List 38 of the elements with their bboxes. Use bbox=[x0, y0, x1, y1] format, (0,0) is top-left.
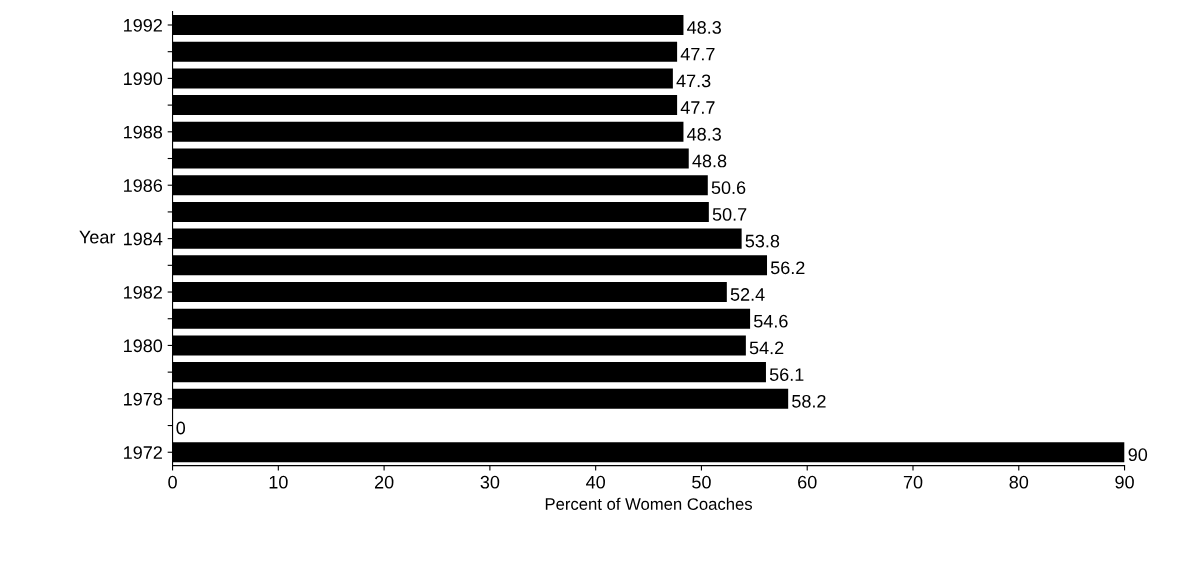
y-tick-label: 1988 bbox=[124, 125, 163, 139]
y-tick-label: 1990 bbox=[124, 72, 163, 86]
x-tick-label: 50 bbox=[692, 475, 711, 489]
x-tick-label: 0 bbox=[168, 475, 177, 489]
x-axis-title: Percent of Women Coaches bbox=[545, 497, 753, 510]
data-label: 54.2 bbox=[749, 341, 784, 355]
data-label: 48.3 bbox=[687, 21, 721, 34]
data-label: 56.2 bbox=[770, 261, 805, 275]
data-label: 90 bbox=[1128, 448, 1148, 462]
x-tick-label: 10 bbox=[269, 475, 288, 489]
x-tick-label: 80 bbox=[1009, 475, 1029, 489]
x-tick-label: 40 bbox=[586, 475, 605, 489]
x-tick-label: 20 bbox=[374, 475, 394, 489]
data-label: 47.7 bbox=[680, 47, 715, 61]
data-label: 52.4 bbox=[730, 288, 765, 301]
data-label: 50.6 bbox=[711, 181, 746, 195]
y-tick-label: 1980 bbox=[124, 339, 163, 353]
x-tick-label: 90 bbox=[1115, 475, 1134, 489]
y-tick-label: 1986 bbox=[124, 179, 163, 192]
data-label: 47.7 bbox=[680, 101, 715, 114]
data-label: 58.2 bbox=[792, 394, 826, 408]
data-label: 53.8 bbox=[745, 234, 780, 248]
y-tick-label: 1984 bbox=[124, 232, 163, 246]
y-tick-label: 1972 bbox=[124, 446, 162, 459]
y-tick-label: 1992 bbox=[124, 18, 162, 32]
y-tick-label: 1978 bbox=[124, 392, 163, 406]
data-label: 0 bbox=[176, 421, 186, 435]
x-tick-label: 30 bbox=[480, 475, 500, 489]
data-label: 54.6 bbox=[753, 314, 788, 328]
x-tick-label: 70 bbox=[903, 475, 923, 489]
data-label: 50.7 bbox=[712, 207, 747, 221]
y-axis-title: Year bbox=[79, 230, 116, 244]
y-tick-label: 1982 bbox=[124, 285, 162, 299]
data-label: 48.3 bbox=[687, 127, 721, 141]
data-label: 47.3 bbox=[676, 74, 711, 88]
data-label: 48.8 bbox=[692, 154, 727, 168]
data-label: 56.1 bbox=[769, 368, 804, 381]
x-tick-label: 60 bbox=[798, 475, 817, 489]
